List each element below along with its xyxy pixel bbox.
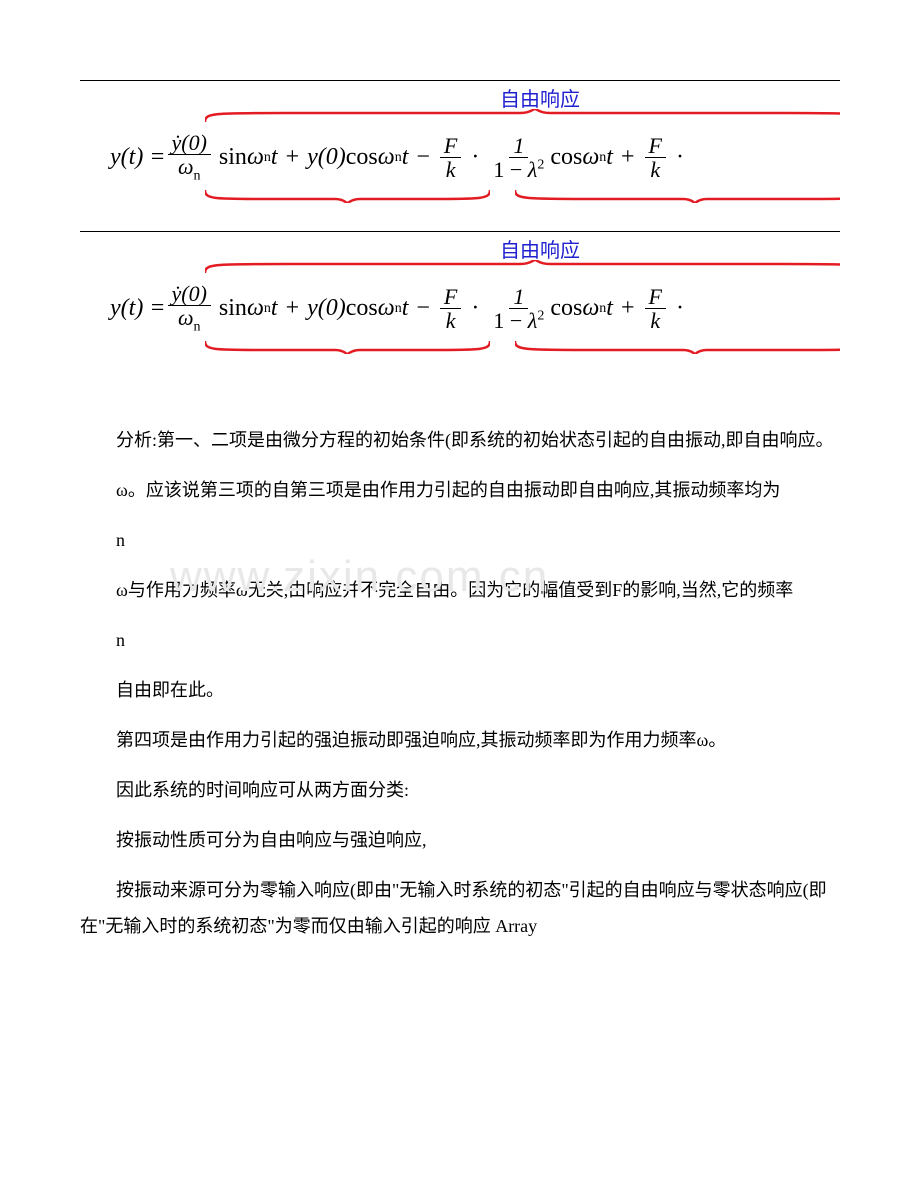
overbrace-free-2 [205,260,840,274]
body-container: www.zixin.com.cn 分析:第一、二项是由微分方程的初始条件(即系统… [80,422,840,944]
paragraph: n [80,622,840,658]
document-page: 自由响应 强 y(t) = ẏ(0) ωn sin ωnt + y(0) [0,0,920,998]
underbrace-zero-input [205,189,490,203]
paragraph: 按振动性质可分为自由响应与强迫响应, [80,822,840,858]
frac-F-over-k: F k [440,134,461,181]
paragraph: ω与作用力频率ω无关,由响应并不完全自由。因为它的幅值受到F的影响,当然,它的频… [80,572,840,608]
paragraph: 自由即在此。 [80,672,840,708]
paragraph: 第四项是由作用力引起的强迫振动即强迫响应,其振动频率即为作用力频率ω。 [80,722,840,758]
frac-ydot-over-omega: ẏ(0) ωn [168,131,211,184]
underbrace-zero-state [515,189,840,203]
paragraph: 因此系统的时间响应可从两方面分类: [80,772,840,808]
frac-F-over-k-2: F k [645,134,666,181]
underbrace-zero-input-2 [205,340,490,354]
equation-block-1: 自由响应 强 y(t) = ẏ(0) ωn sin ωnt + y(0) [80,81,840,231]
paragraph: n [80,522,840,558]
underbrace-zero-state-2 [515,340,840,354]
equation-math-2: y(t) = ẏ(0) ωn sin ωnt + y(0) cos ωnt − … [110,282,692,335]
body-text: 分析:第一、二项是由微分方程的初始条件(即系统的初始状态引起的自由振动,即自由响… [80,422,840,944]
label-free-response-2: 自由响应 [500,234,580,263]
paragraph: ω。应该说第三项的自第三项是由作用力引起的自由振动即自由响应,其振动频率均为 [80,472,840,508]
frac-1-over-1mlambda2: 1 1 − λ2 [489,134,548,181]
lhs: y(t) = [110,144,166,171]
paragraph: 按振动来源可分为零输入响应(即由"无输入时系统的初态"引起的自由响应与零状态响应… [80,872,840,944]
equation-math: y(t) = ẏ(0) ωn sin ωnt + y(0) cos ωnt − … [110,131,692,184]
label-free-response: 自由响应 [500,83,580,112]
equation-block-2: 自由响应 强 y(t) = ẏ(0) ωn sin ωnt + y(0) cos [80,232,840,382]
paragraph: 分析:第一、二项是由微分方程的初始条件(即系统的初始状态引起的自由振动,即自由响… [80,422,840,458]
overbrace-free [205,109,840,123]
